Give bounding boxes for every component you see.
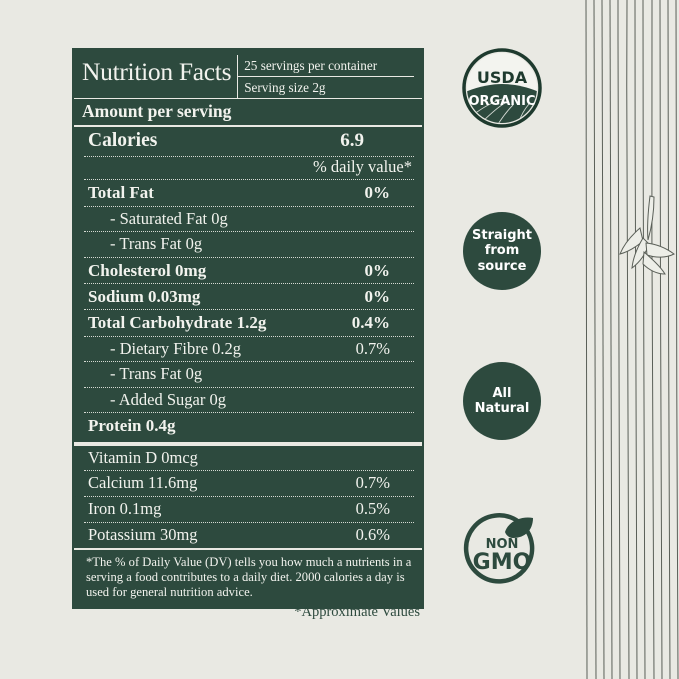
nutrient-label: Sodium 0.03mg (88, 287, 201, 307)
usda-organic-icon: USDA ORGANIC (462, 48, 542, 128)
nutrient-label: - Saturated Fat 0g (110, 208, 228, 228)
nutrient-label: - Dietary Fibre 0.2g (110, 338, 242, 358)
table-row: - Saturated Fat 0g (74, 207, 422, 233)
table-row: Vitamin D 0mcg (74, 446, 422, 472)
page-title: Nutrition Facts (82, 57, 232, 86)
straight-from-source-badge: Straight from source (461, 210, 543, 292)
nutrition-facts-panel: Nutrition Facts 25 servings per containe… (72, 48, 424, 609)
nutrient-label: Iron 0.1mg (88, 498, 162, 518)
table-row: Iron 0.1mg 0.5% (74, 497, 422, 523)
non-gmo-line-2: GMO (473, 550, 532, 575)
table-row: Cholesterol 0mg 0% (74, 258, 422, 285)
nutrient-label: Vitamin D 0mcg (88, 447, 198, 467)
table-row: Calcium 11.6mg 0.7% (74, 471, 422, 497)
nutrient-value: 0.6% (355, 524, 390, 544)
nutrient-value: 0.7% (355, 473, 390, 493)
table-row: Total Fat 0% (74, 180, 422, 207)
nutrient-value: 0% (364, 287, 391, 307)
calories-label: Calories (88, 130, 158, 152)
nutrient-label: Potassium 30mg (88, 524, 198, 544)
approximate-values-note: *Approximate Values (294, 604, 420, 620)
badge-line-1: All (492, 385, 512, 401)
nutrient-label: Calcium 11.6mg (88, 473, 198, 493)
nutrient-label: - Trans Fat 0g (110, 364, 203, 384)
table-row: - Added Sugar 0g (74, 388, 422, 414)
table-row: Potassium 30mg 0.6% (74, 523, 422, 549)
usda-bottom-text: ORGANIC (468, 94, 535, 109)
non-gmo-line-1: NON (486, 537, 519, 552)
badge-line-2: from (484, 243, 520, 259)
daily-value-header-row: % daily value* (74, 157, 422, 181)
nutrient-label: Total Carbohydrate 1.2g (88, 313, 267, 333)
nutrient-value: 0% (364, 260, 391, 280)
all-natural-label: All Natural (463, 362, 541, 440)
nutrient-label: Cholesterol 0mg (88, 260, 207, 280)
calories-row: Calories 6.9 (74, 127, 422, 158)
servings-per-container: 25 servings per container (238, 55, 414, 78)
nutrient-value: 0.7% (355, 338, 390, 358)
nutrient-label: Total Fat (88, 183, 154, 203)
amount-per-serving-header: Amount per serving (74, 98, 422, 128)
nutrient-label: Protein 0.4g (88, 416, 176, 436)
serving-size: Serving size 2g (244, 80, 326, 96)
nutrient-label: - Added Sugar 0g (110, 389, 226, 409)
non-gmo-badge: NON GMO (461, 508, 543, 590)
table-row: - Trans Fat 0g (74, 232, 422, 258)
calories-value: 6.9 (340, 130, 364, 152)
badge-line-3: source (477, 258, 527, 274)
badge-line-2: Natural (474, 401, 530, 416)
badge-line-1: Straight (472, 228, 532, 243)
table-row: Protein 0.4g (74, 413, 422, 439)
straight-from-source-label: Straight from source (463, 212, 541, 290)
table-row: Total Carbohydrate 1.2g 0.4% (74, 310, 422, 337)
daily-value-footnote: *The % of Daily Value (DV) tells you how… (74, 548, 422, 607)
all-natural-badge: All Natural (461, 360, 543, 442)
nutrient-value: 0.4% (351, 313, 390, 333)
table-row: Sodium 0.03mg 0% (74, 284, 422, 311)
plant-illustration (585, 0, 679, 679)
usda-organic-badge: USDA ORGANIC (461, 47, 543, 129)
table-row: - Trans Fat 0g (74, 362, 422, 388)
daily-value-header: % daily value* (313, 156, 412, 176)
nutrient-value: 0.5% (355, 498, 390, 518)
nutrient-label: - Trans Fat 0g (110, 234, 203, 254)
non-gmo-icon: NON GMO (463, 513, 535, 584)
serving-info: 25 servings per container Serving size 2… (237, 55, 414, 99)
table-row: - Dietary Fibre 0.2g 0.7% (74, 337, 422, 363)
nutrition-title-row: Nutrition Facts 25 servings per containe… (74, 50, 422, 99)
nutrient-value: 0% (364, 183, 391, 203)
usda-top-text: USDA (477, 68, 528, 87)
section-divider (74, 441, 422, 446)
